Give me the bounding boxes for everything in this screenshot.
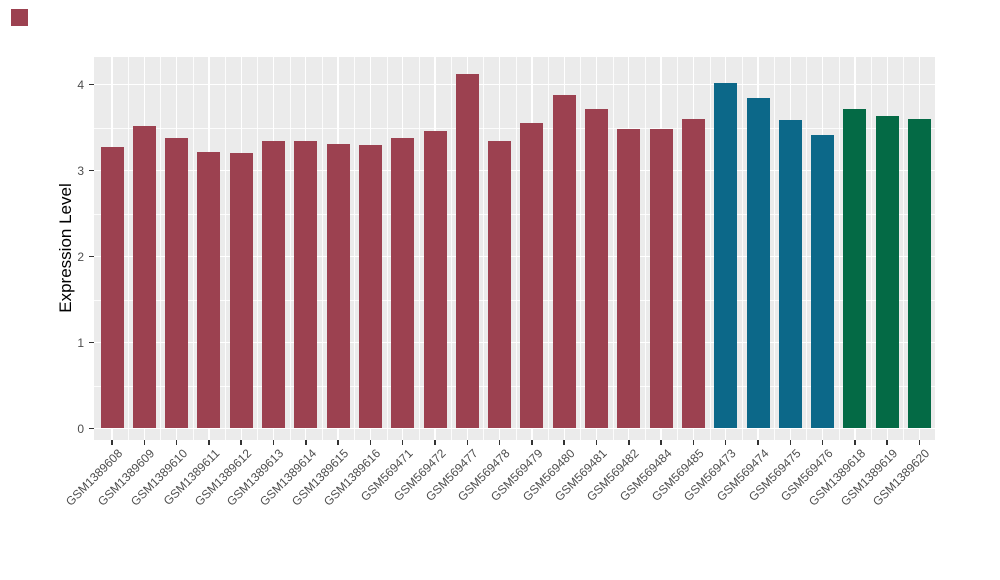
gridline-minor-v (160, 56, 162, 440)
bar-GSM1389609 (132, 125, 156, 429)
bar-GSM569485 (681, 118, 705, 429)
bar-GSM569472 (423, 130, 447, 429)
gridline-minor-v (644, 56, 646, 440)
gridline-minor-v (548, 56, 549, 440)
bar-GSM569473 (714, 82, 738, 429)
gridline-minor-v (709, 56, 711, 440)
x-tick-mark (272, 440, 275, 445)
gridline-minor-v (192, 56, 194, 440)
gridline-minor-v (354, 56, 356, 440)
x-tick-mark (208, 440, 210, 445)
x-tick-mark (143, 440, 146, 445)
gridline-minor-v (418, 56, 420, 440)
bar-GSM569479 (520, 123, 544, 429)
gridline-minor-h (93, 385, 935, 387)
x-tick-mark (918, 440, 921, 445)
gridline-major-h (93, 427, 935, 430)
gridline-minor-v (871, 56, 872, 440)
gridline-minor-v (741, 56, 743, 440)
x-tick-mark (466, 440, 469, 445)
gridline-minor-v (838, 56, 840, 440)
gridline-minor-v (580, 56, 582, 440)
gridline-minor-h (93, 299, 935, 301)
x-tick-mark (821, 440, 824, 445)
gridline-minor-v (257, 56, 259, 440)
y-tick-label: 2 (77, 249, 84, 264)
bar-GSM1389610 (165, 137, 189, 429)
bar-GSM569474 (746, 98, 770, 429)
gridline-major-h (93, 83, 935, 86)
bar-GSM569478 (488, 141, 512, 429)
bar-GSM569471 (391, 137, 415, 429)
x-tick-mark (531, 440, 533, 445)
gridline-minor-v (483, 56, 485, 440)
gridline-minor-v (903, 56, 905, 440)
gridline-minor-h (93, 213, 935, 215)
gridline-minor-v (451, 56, 453, 440)
x-tick-mark (595, 440, 598, 445)
y-tick-label: 0 (77, 421, 84, 436)
x-tick-mark (724, 440, 727, 445)
gridline-minor-v (806, 56, 808, 440)
gridline-minor-v (515, 56, 517, 440)
x-tick-mark (628, 440, 630, 445)
x-tick-mark (563, 440, 565, 445)
y-tick-mark (89, 83, 94, 86)
bar-GSM1389614 (294, 141, 318, 429)
x-tick-mark (854, 440, 856, 445)
x-tick-mark (757, 440, 759, 445)
y-tick-label: 1 (77, 335, 84, 350)
x-tick-mark (660, 440, 662, 445)
x-tick-mark (789, 440, 792, 445)
y-tick-label: 4 (77, 77, 84, 92)
gridline-minor-v (677, 56, 679, 440)
x-tick-mark (886, 440, 888, 445)
bar-GSM1389619 (875, 116, 899, 429)
bar-GSM569476 (811, 135, 835, 429)
bar-GSM569481 (585, 108, 608, 429)
y-tick-mark (89, 255, 94, 258)
y-tick-label: 3 (77, 163, 84, 178)
bar-GSM569477 (455, 74, 479, 429)
bar-GSM1389613 (262, 141, 285, 429)
y-tick-mark (89, 341, 94, 344)
bar-GSM1389608 (100, 147, 124, 429)
bar-GSM1389612 (229, 153, 253, 429)
bar-GSM569484 (649, 129, 673, 429)
plot-panel (93, 56, 935, 440)
y-tick-mark (89, 427, 94, 430)
bar-GSM1389616 (358, 144, 382, 429)
bar-GSM1389620 (908, 118, 931, 429)
bar-GSM1389611 (197, 152, 221, 429)
bar-GSM1389615 (326, 143, 350, 429)
bar-GSM569482 (617, 129, 641, 429)
x-tick-mark (175, 440, 178, 445)
x-tick-mark (111, 440, 113, 445)
gridline-major-h (93, 255, 935, 258)
x-tick-mark (369, 440, 372, 445)
x-tick-mark (401, 440, 404, 445)
bar-GSM569480 (552, 94, 576, 429)
gridline-major-h (93, 341, 935, 344)
gridline-minor-v (225, 56, 226, 440)
stray-red-square (11, 9, 28, 26)
x-tick-mark (240, 440, 242, 445)
bar-GSM569475 (778, 119, 802, 429)
gridline-minor-v (128, 56, 130, 440)
y-tick-mark (89, 169, 94, 172)
gridline-minor-h (93, 127, 935, 129)
gridline-major-h (93, 169, 935, 172)
gridline-minor-v (774, 56, 776, 440)
gridline-minor-v (321, 56, 323, 440)
x-tick-mark (434, 440, 436, 445)
gridline-minor-v (386, 56, 388, 440)
gridline-minor-v (289, 56, 291, 440)
x-tick-mark (337, 440, 339, 445)
gridline-minor-v (612, 56, 614, 440)
x-tick-mark (692, 440, 695, 445)
x-tick-mark (498, 440, 501, 445)
bar-GSM1389618 (843, 109, 867, 429)
x-tick-mark (305, 440, 307, 445)
